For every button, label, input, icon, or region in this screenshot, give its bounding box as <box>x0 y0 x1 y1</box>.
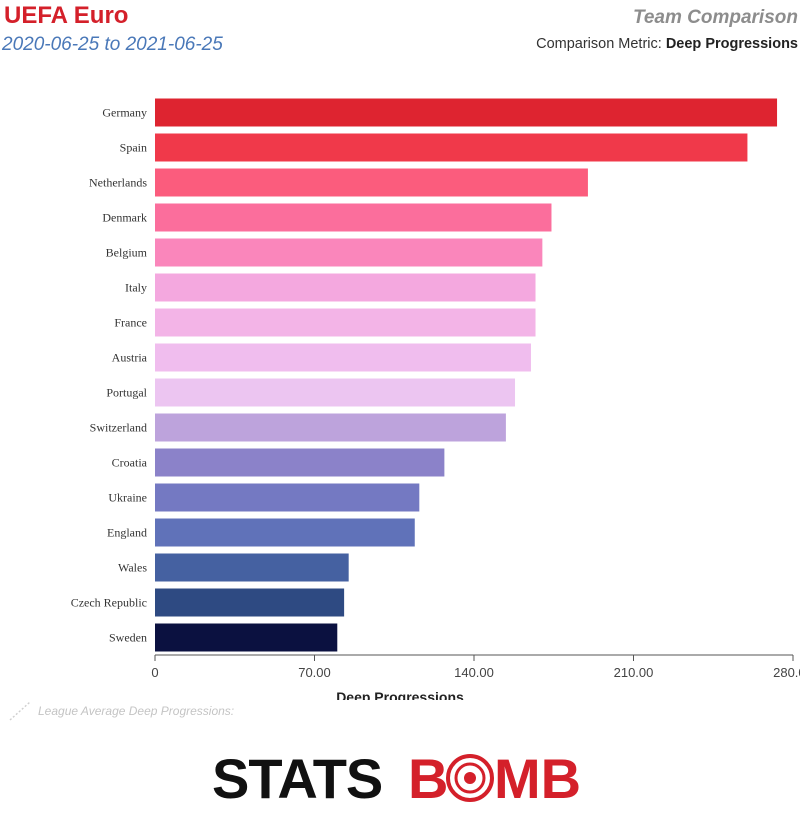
y-tick-label: Wales <box>118 561 147 575</box>
y-tick-label: France <box>114 316 147 330</box>
bar-chart: Germany Spain Netherlands Denmark Belgium Ita… <box>71 98 800 700</box>
bar <box>155 273 536 302</box>
y-tick-label: Denmark <box>102 211 147 225</box>
y-tick-label: Czech Republic <box>71 596 147 610</box>
logo-bomb-part: B MB <box>408 750 581 810</box>
bar <box>155 378 516 407</box>
bar <box>155 588 345 617</box>
comparison-metric-name: Deep Progressions <box>665 36 798 52</box>
chart-subtitle: Team Comparison <box>632 7 798 28</box>
logo-text-b: B <box>408 750 448 810</box>
y-tick-label: England <box>107 526 147 540</box>
x-tick-label: 280.00 <box>773 665 800 680</box>
logo-text-mb: MB <box>494 750 581 810</box>
bar <box>155 553 349 582</box>
bar <box>155 133 748 162</box>
y-tick-label: Spain <box>120 141 147 155</box>
y-tick-label: Belgium <box>106 246 148 260</box>
y-tick-label: Sweden <box>109 631 147 645</box>
comparison-metric: Comparison Metric: Deep Progressions <box>536 36 798 52</box>
bar <box>155 483 420 512</box>
y-tick-label: Italy <box>125 281 147 295</box>
y-tick-label: Croatia <box>112 456 148 470</box>
bar <box>155 413 506 442</box>
comparison-metric-prefix: Comparison Metric: <box>536 36 666 52</box>
date-range: 2020-06-25 to 2021-06-25 <box>2 34 223 55</box>
y-tick-label: Switzerland <box>90 421 147 435</box>
x-axis-label: Deep Progressions <box>336 689 464 700</box>
bar <box>155 518 415 547</box>
bar <box>155 238 543 267</box>
bar <box>155 98 778 127</box>
y-tick-label: Germany <box>102 106 147 120</box>
x-tick-label: 0 <box>151 665 158 680</box>
bar <box>155 308 536 337</box>
dotted-line-icon <box>9 701 31 721</box>
legend: League Average Deep Progressions: <box>8 700 234 722</box>
x-tick-label: 140.00 <box>454 665 494 680</box>
x-tick-label: 70.00 <box>298 665 331 680</box>
legend-label: League Average Deep Progressions: <box>38 704 235 718</box>
x-tick-label: 210.00 <box>614 665 654 680</box>
statsbomb-logo: STATS B MB <box>212 750 581 810</box>
logo-text-stats: STATS <box>212 750 382 810</box>
bar <box>155 168 588 197</box>
bar <box>155 203 552 232</box>
bar <box>155 623 338 652</box>
y-tick-label: Portugal <box>106 386 147 400</box>
y-tick-label: Austria <box>112 351 148 365</box>
chart-title: UEFA Euro <box>4 2 129 29</box>
y-tick-label: Netherlands <box>89 176 147 190</box>
target-icon <box>446 754 494 802</box>
bar <box>155 448 445 477</box>
y-tick-label: Ukraine <box>108 491 147 505</box>
bar <box>155 343 531 372</box>
